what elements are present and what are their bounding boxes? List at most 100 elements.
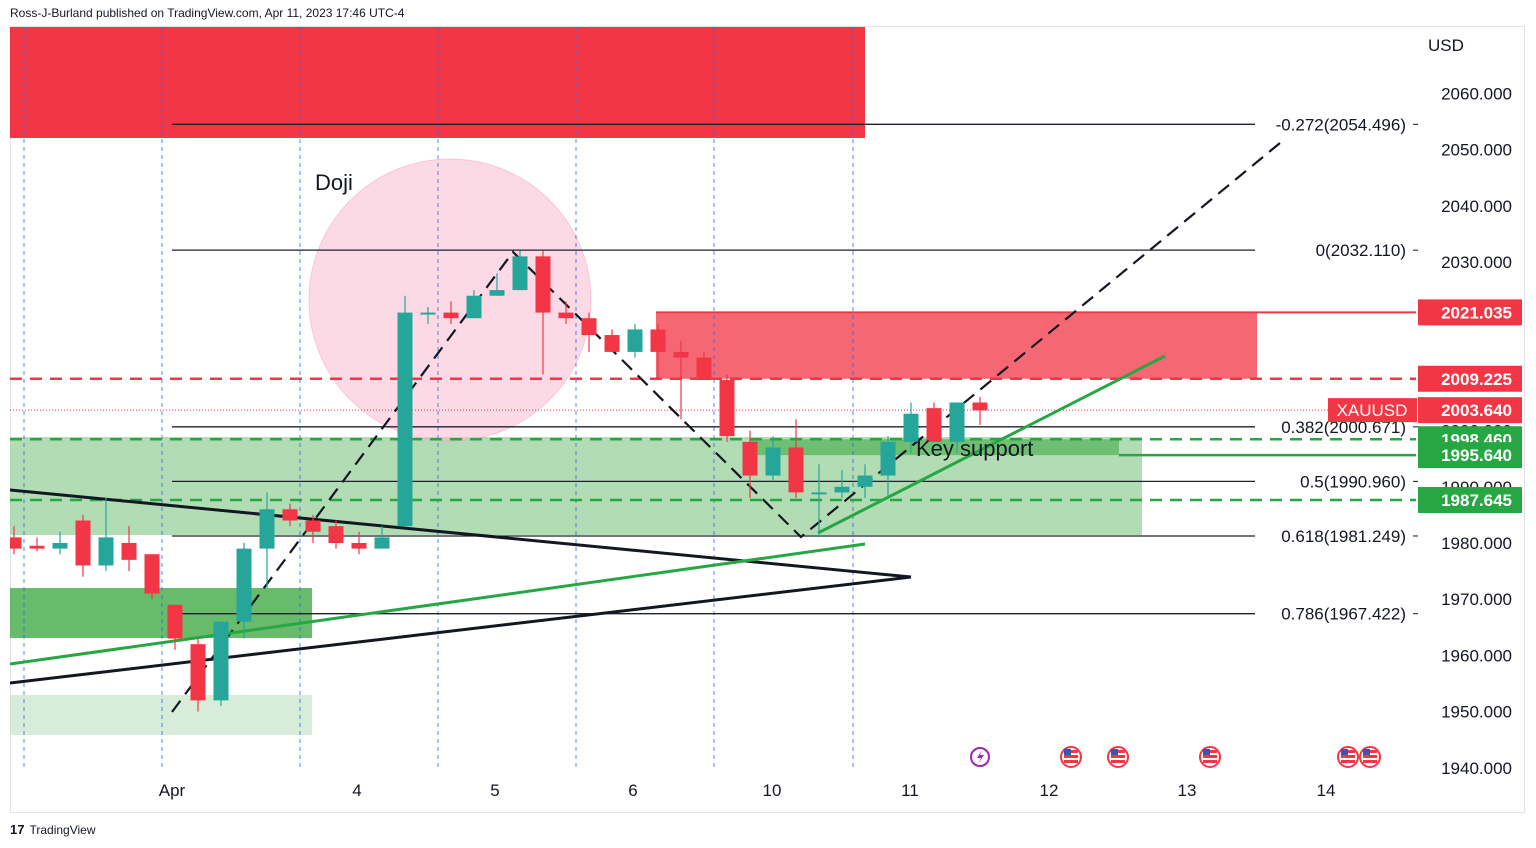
fib-level-label: 0(2032.110) <box>1316 241 1406 260</box>
candle-body <box>236 548 252 622</box>
candle[interactable] <box>512 250 528 291</box>
candle-body <box>857 475 873 487</box>
candle-body <box>972 402 988 411</box>
candle-body <box>466 295 482 319</box>
candle[interactable] <box>650 323 666 381</box>
candle[interactable] <box>75 514 91 577</box>
candle[interactable] <box>765 436 781 482</box>
us-flag-event-icon[interactable] <box>1337 746 1359 768</box>
x-tick-label: Apr <box>159 781 186 800</box>
candle-body <box>305 520 321 532</box>
publisher-header: Ross-J-Burland published on TradingView.… <box>10 6 405 20</box>
candle[interactable] <box>972 396 988 425</box>
x-tick-label: 5 <box>490 781 499 800</box>
us-flag-event-icon[interactable] <box>1060 746 1082 768</box>
us-flag-event-icon[interactable] <box>1359 746 1381 768</box>
x-tick-label: 6 <box>628 781 637 800</box>
price-tag-text: 2003.640 <box>1441 401 1512 420</box>
candle[interactable] <box>190 638 206 712</box>
candle-body <box>443 312 459 319</box>
candle[interactable] <box>397 295 413 527</box>
y-tick-label: 1950.000 <box>1441 703 1512 722</box>
price-tag: 1995.640 <box>1418 442 1522 469</box>
candle[interactable] <box>719 374 735 442</box>
candle-body <box>167 604 183 639</box>
candle[interactable] <box>282 503 298 527</box>
candle[interactable] <box>328 520 344 549</box>
candle[interactable] <box>558 301 574 324</box>
candle[interactable] <box>834 469 850 499</box>
candle-body <box>742 441 758 476</box>
y-tick-label: 2030.000 <box>1441 253 1512 272</box>
zigzag-projection-line <box>171 142 1281 713</box>
candle[interactable] <box>696 351 712 381</box>
candle[interactable] <box>29 537 45 552</box>
candle-body <box>834 486 850 493</box>
doji-highlight-circle <box>308 158 592 442</box>
candle[interactable] <box>604 329 620 352</box>
fib-level-label: 0.5(1990.960) <box>1300 472 1406 491</box>
candle[interactable] <box>52 531 68 555</box>
candle-body <box>52 543 68 549</box>
price-tag: 2021.035 <box>1418 299 1522 326</box>
candle-body <box>903 413 919 442</box>
candle[interactable] <box>121 526 137 572</box>
candle-body <box>374 537 390 549</box>
us-flag-event-icon[interactable] <box>1199 746 1221 768</box>
price-tag-bg <box>1418 442 1522 469</box>
candle[interactable] <box>742 430 758 499</box>
tradingview-footer: 17 TradingView <box>10 822 96 837</box>
candle[interactable] <box>443 301 459 324</box>
support-zone-bottom <box>10 695 312 735</box>
candle[interactable] <box>880 436 896 499</box>
candle-body <box>949 402 965 442</box>
candle[interactable] <box>788 419 804 499</box>
candle-body <box>696 357 712 381</box>
candle-body <box>765 447 781 476</box>
candle[interactable] <box>673 340 689 420</box>
candle[interactable] <box>259 492 275 588</box>
candle[interactable] <box>98 498 114 572</box>
candle[interactable] <box>581 312 597 352</box>
candle[interactable] <box>903 402 919 454</box>
lightning-event-icon[interactable] <box>970 747 990 767</box>
candle[interactable] <box>167 604 183 650</box>
candle-body <box>788 447 804 493</box>
support-trendline-key <box>817 354 1166 535</box>
symbol-tag-text: XAUUSD <box>1337 401 1408 420</box>
y-tick-label: 2050.000 <box>1441 141 1512 160</box>
support-zone-key <box>750 439 1119 456</box>
candle[interactable] <box>7 526 22 555</box>
candle[interactable] <box>949 402 965 454</box>
candle-body <box>420 312 436 315</box>
price-tag-text: 2009.225 <box>1441 370 1512 389</box>
candle[interactable] <box>627 323 643 358</box>
x-tick-label: 4 <box>352 781 361 800</box>
candle[interactable] <box>466 290 482 319</box>
candle[interactable] <box>857 464 873 499</box>
candle[interactable] <box>351 531 367 555</box>
price-tag-bg <box>1418 397 1522 424</box>
candle[interactable] <box>305 514 321 543</box>
price-tag-bg <box>1418 299 1522 326</box>
price-tag-bg <box>1418 365 1522 392</box>
candle[interactable] <box>213 621 229 706</box>
candle-body <box>328 526 344 543</box>
candle[interactable] <box>489 273 505 296</box>
candle[interactable] <box>926 402 942 442</box>
candle[interactable] <box>535 250 551 375</box>
candle[interactable] <box>374 526 390 549</box>
candle[interactable] <box>811 464 827 538</box>
candle-body <box>213 621 229 701</box>
footer-brand: TradingView <box>29 822 96 837</box>
candle-body <box>512 256 528 291</box>
candle[interactable] <box>144 554 160 600</box>
candle-body <box>397 312 413 527</box>
candle[interactable] <box>236 543 252 639</box>
candle[interactable] <box>420 306 436 324</box>
triangle-upper-line <box>10 488 912 579</box>
candle-body <box>535 256 551 313</box>
support-zone-low <box>10 588 312 638</box>
us-flag-event-icon[interactable] <box>1107 746 1129 768</box>
